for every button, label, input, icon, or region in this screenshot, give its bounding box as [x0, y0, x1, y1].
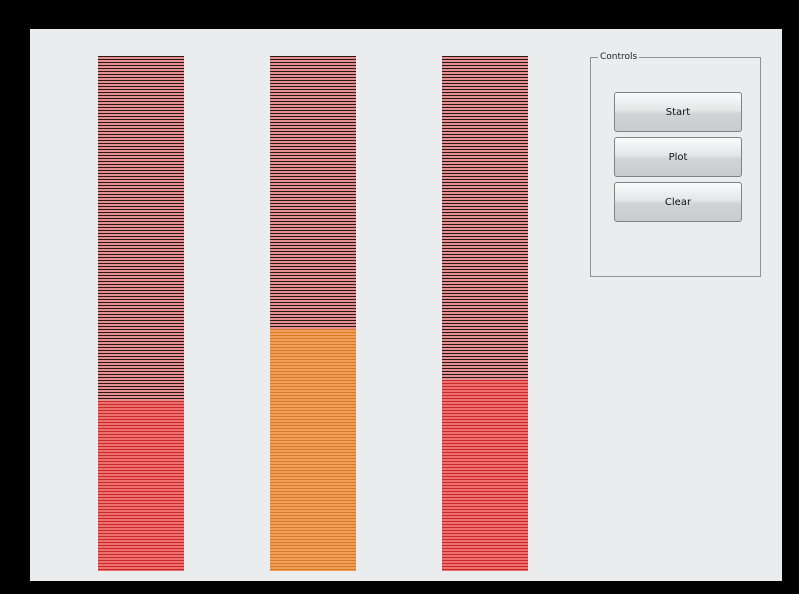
bar-1	[98, 56, 184, 571]
controls-legend: Controls	[598, 51, 640, 63]
app-window: Controls Start Plot Clear	[30, 29, 782, 581]
bar-3-remaining-segment	[442, 56, 528, 380]
bar-2-filled-segment	[270, 329, 356, 571]
start-button[interactable]: Start	[614, 92, 742, 132]
bar-3	[442, 56, 528, 571]
bar-1-filled-segment	[98, 401, 184, 571]
bar-1-remaining-segment	[98, 56, 184, 401]
bar-2-remaining-segment	[270, 56, 356, 329]
plot-button[interactable]: Plot	[614, 137, 742, 177]
controls-panel: Controls Start Plot Clear	[590, 51, 761, 277]
clear-button[interactable]: Clear	[614, 182, 742, 222]
bar-2	[270, 56, 356, 571]
bar-3-filled-segment	[442, 380, 528, 571]
